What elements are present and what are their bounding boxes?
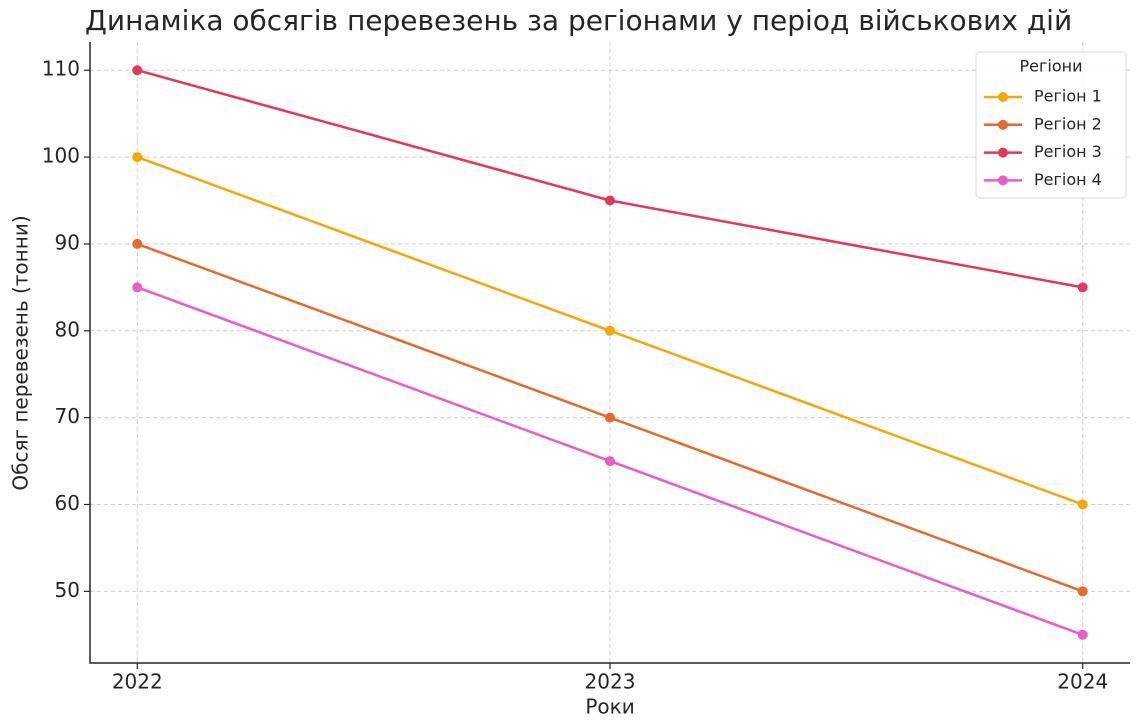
chart-title: Динаміка обсягів перевезень за регіонами… [85, 4, 1072, 37]
x-tick-label: 2022 [112, 670, 163, 694]
legend-label: Регіон 1 [1034, 87, 1102, 106]
legend-box [975, 51, 1127, 199]
legend-marker [998, 175, 1008, 186]
y-tick-label: 50 [55, 578, 80, 602]
legend-title: Регіони [1020, 57, 1083, 76]
legend-label: Регіон 4 [1034, 170, 1102, 189]
data-point [605, 412, 615, 423]
legend-label: Регіон 2 [1034, 114, 1102, 133]
legend: Регіони Регіон 1 Регіон 2 Регіон 3 Регіон 4 [975, 51, 1127, 199]
legend-marker [998, 92, 1008, 102]
data-point [1077, 586, 1088, 597]
data-point [605, 456, 615, 467]
data-point [605, 325, 615, 336]
y-tick-label: 80 [55, 317, 80, 341]
data-point [132, 238, 143, 249]
x-tick-label: 2024 [1057, 670, 1108, 694]
y-tick-label: 90 [55, 230, 80, 254]
data-point [132, 152, 143, 163]
legend-marker [998, 147, 1008, 158]
data-point [1077, 282, 1088, 293]
x-axis-label: Роки [585, 695, 634, 719]
y-tick-label: 100 [42, 144, 80, 168]
data-point [1077, 499, 1088, 510]
data-point [605, 195, 615, 206]
data-point [1077, 629, 1088, 640]
x-tick-label: 2023 [585, 670, 636, 694]
legend-marker [998, 119, 1008, 130]
y-tick-label: 110 [42, 57, 80, 81]
y-tick-label: 70 [55, 404, 80, 428]
y-tick-label: 60 [55, 491, 80, 515]
axis-spine [89, 42, 1130, 664]
data-point [132, 282, 143, 293]
data-point [132, 65, 143, 76]
legend-label: Регіон 3 [1034, 142, 1102, 161]
y-axis-label: Обсяг перевезень (тонни) [9, 215, 33, 490]
